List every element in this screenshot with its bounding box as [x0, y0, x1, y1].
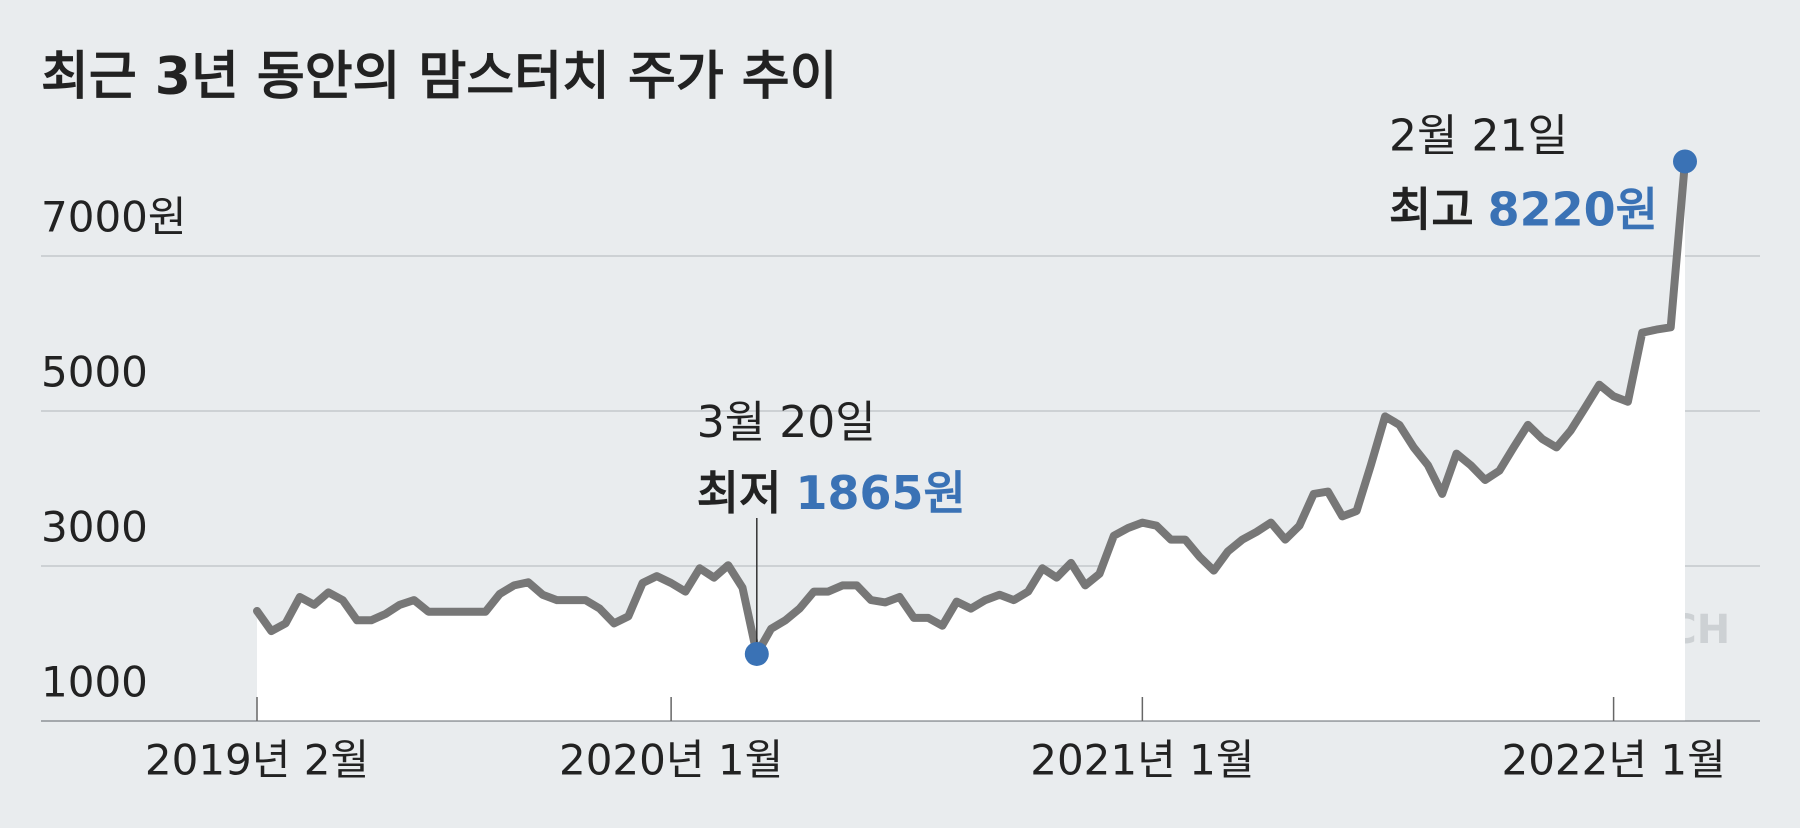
x-tick-label: 2022년 1월 [1501, 736, 1725, 785]
y-tick-label: 7000원 [41, 193, 187, 242]
x-tick-label: 2020년 1월 [559, 736, 783, 785]
y-tick-label: 3000 [41, 503, 148, 552]
annotation: 최고 8220원 [1389, 182, 1658, 236]
annotation-date: 2월 21일 [1389, 110, 1568, 161]
annotation-date: 3월 20일 [697, 397, 876, 448]
y-tick-label: 5000 [41, 348, 148, 397]
x-tick-label: 2021년 1월 [1030, 736, 1254, 785]
line [253, 157, 1689, 658]
area [257, 161, 1685, 721]
annotation-value: 1865원 [795, 465, 965, 519]
annotation-label: 최저 [697, 465, 782, 519]
y-tick-label: 1000 [41, 658, 148, 707]
x-tick-label: 2019년 2월 [145, 736, 369, 785]
point-marker [1673, 149, 1697, 174]
annotation: 최저 1865원 [697, 465, 966, 519]
chart-title: 최근 3년 동안의 맘스터치 주가 추이 [41, 47, 837, 107]
annotation-value: 8220원 [1488, 182, 1658, 236]
point-marker [744, 641, 769, 666]
annotation-label: 최고 [1389, 182, 1474, 236]
